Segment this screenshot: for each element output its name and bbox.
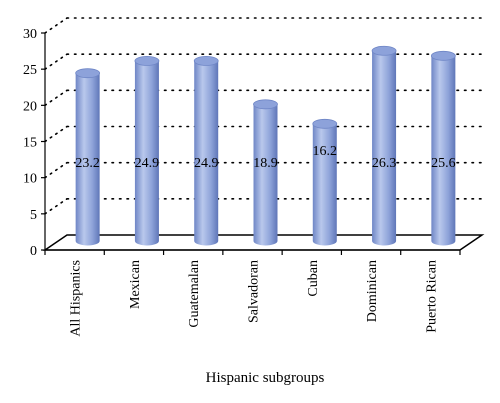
data-label: 24.9 bbox=[194, 156, 219, 171]
bar-top bbox=[253, 99, 278, 110]
x-axis-title: Hispanic subgroups bbox=[206, 370, 325, 386]
bar-top bbox=[75, 68, 101, 79]
bar-top bbox=[193, 55, 219, 66]
bar-body bbox=[372, 50, 397, 246]
bars bbox=[75, 45, 456, 246]
bar bbox=[75, 68, 101, 246]
bar bbox=[430, 50, 456, 246]
bar-body bbox=[253, 104, 278, 246]
bar-body bbox=[134, 60, 159, 246]
y-tick-label: 25 bbox=[23, 63, 37, 78]
data-label: 16.2 bbox=[313, 144, 338, 159]
bar-top bbox=[430, 50, 456, 61]
category-label: Cuban bbox=[306, 260, 321, 297]
bar-top bbox=[134, 55, 160, 66]
data-label: 18.9 bbox=[253, 156, 278, 171]
bar bbox=[312, 118, 338, 246]
y-tick-label: 5 bbox=[30, 208, 37, 223]
data-labels: 23.2 24.9 24.9 18.9 16.2 26.3 25.6 bbox=[75, 144, 455, 171]
gridline-side bbox=[44, 125, 68, 143]
bar-body bbox=[194, 60, 219, 246]
gridline-side bbox=[44, 53, 68, 70]
y-tick-label: 10 bbox=[23, 172, 37, 187]
category-label: Salvadoran bbox=[247, 260, 262, 323]
gridline-side bbox=[44, 89, 68, 107]
y-tick-label: 0 bbox=[30, 244, 37, 259]
bar-body bbox=[431, 55, 456, 246]
data-label: 26.3 bbox=[372, 156, 397, 171]
data-label: 23.2 bbox=[75, 156, 100, 171]
y-tick-label: 15 bbox=[23, 136, 37, 151]
gridline-side bbox=[44, 17, 68, 34]
category-label: Dominican bbox=[365, 260, 380, 322]
data-label: 24.9 bbox=[135, 156, 160, 171]
y-tick-label: 20 bbox=[23, 99, 37, 114]
bar bbox=[371, 45, 397, 246]
bar-top bbox=[371, 45, 397, 56]
y-tick-label: 30 bbox=[23, 27, 37, 42]
bar-body bbox=[75, 73, 100, 246]
category-label: Mexican bbox=[128, 260, 143, 309]
gridline-side bbox=[44, 161, 68, 179]
data-label: 25.6 bbox=[431, 156, 456, 171]
bar bbox=[134, 55, 160, 246]
category-label: All Hispanics bbox=[69, 260, 84, 337]
category-label: Puerto Rican bbox=[424, 260, 439, 333]
y-axis: 0 5 10 15 20 25 30 bbox=[23, 27, 46, 259]
bar bbox=[253, 99, 278, 246]
x-axis: All Hispanics Mexican Guatemalan Salvadoran… bbox=[44, 249, 461, 337]
gridline-side bbox=[44, 198, 68, 215]
category-label: Guatemalan bbox=[187, 260, 202, 328]
bar-top bbox=[312, 118, 338, 129]
bar-body bbox=[312, 123, 337, 246]
bar bbox=[193, 55, 219, 246]
